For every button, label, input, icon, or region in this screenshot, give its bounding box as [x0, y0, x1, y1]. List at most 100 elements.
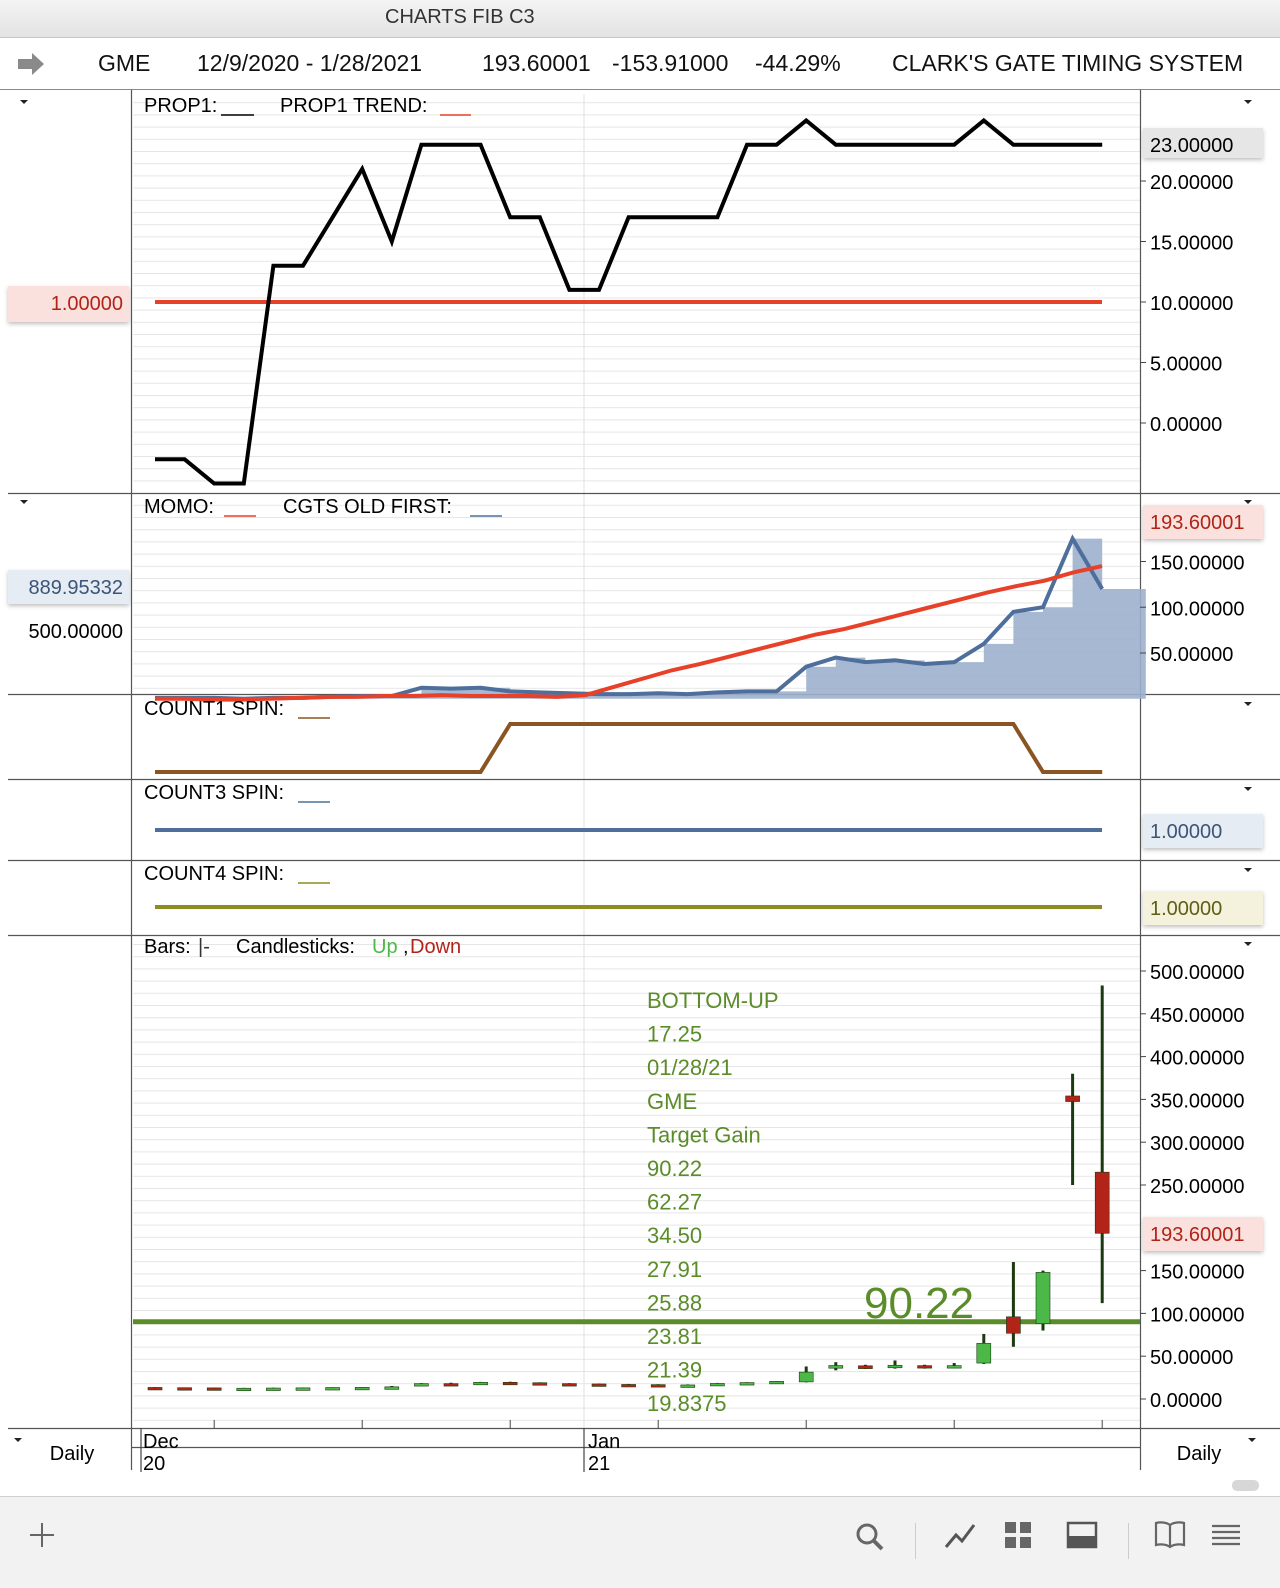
layout-icon[interactable]	[1064, 1517, 1100, 1553]
candle-body	[650, 1384, 666, 1388]
prop1-value-badge	[1143, 128, 1263, 158]
candle-body	[1006, 1316, 1021, 1334]
price-ytick-label: 0.00000	[1150, 1390, 1222, 1412]
xaxis-dec-year: 20	[143, 1453, 165, 1475]
target-annotation: 19.8375	[647, 1391, 727, 1416]
candle-body	[739, 1382, 755, 1386]
info-bar: GME 12/9/2020 - 1/28/2021 193.60001 -153…	[0, 38, 1280, 90]
count1-line	[155, 722, 1103, 774]
grid-icon[interactable]	[1000, 1517, 1036, 1553]
candle-body	[266, 1387, 281, 1391]
candle-body	[384, 1386, 400, 1390]
price-ytick-label: 50.00000	[1150, 1347, 1233, 1369]
target-annotation: 21.39	[647, 1358, 702, 1383]
candle-body	[710, 1383, 725, 1387]
candle-body	[1065, 1095, 1080, 1102]
target-annotation: 90.22	[647, 1156, 702, 1181]
cgts-left-badge	[8, 570, 129, 604]
period-right[interactable]: Daily	[1177, 1443, 1221, 1465]
price-ytick-label: 150.00000	[1150, 1262, 1245, 1284]
window-title-bar: CHARTS FIB C3	[0, 0, 1280, 38]
count3-legend: COUNT3 SPIN:	[144, 782, 284, 804]
prop1-value-label: 23.00000	[1150, 135, 1233, 157]
count4-legend: COUNT4 SPIN:	[144, 863, 284, 885]
menu-icon[interactable]	[1208, 1517, 1244, 1553]
prop1-legend: PROP1:	[144, 95, 217, 117]
candle-body	[858, 1365, 873, 1369]
momo-ytick-label: 100.00000	[1150, 598, 1245, 620]
target-annotation: 34.50	[647, 1223, 702, 1248]
price-change-pct: -44.29%	[755, 50, 841, 76]
candle-body	[147, 1387, 163, 1391]
date-range: 12/9/2020 - 1/28/2021	[197, 50, 423, 76]
search-icon[interactable]	[852, 1519, 888, 1555]
count1-legend: COUNT1 SPIN:	[144, 698, 284, 720]
momo-left-tick: 500.00000	[28, 621, 123, 643]
candle-body	[206, 1387, 222, 1391]
line-chart-icon[interactable]	[942, 1517, 978, 1553]
price-ytick-label: 400.00000	[1150, 1048, 1245, 1070]
count3-value-label: 1.00000	[1150, 821, 1222, 843]
panel-menu-icon[interactable]	[1244, 942, 1252, 946]
target-annotation: 62.27	[647, 1190, 702, 1215]
symbol: GME	[98, 50, 151, 76]
candle-body	[443, 1383, 459, 1387]
momo-line	[155, 564, 1103, 702]
candles-legend: Candlesticks:	[236, 936, 355, 958]
candle-body	[591, 1383, 607, 1387]
count4-value-label: 1.00000	[1150, 898, 1222, 920]
momo-value-label: 193.60001	[1150, 512, 1245, 534]
xaxis-jan-year: 21	[588, 1453, 610, 1475]
price-value-label: 193.60001	[1150, 1224, 1245, 1246]
target-annotation: Target Gain	[647, 1122, 761, 1147]
book-icon[interactable]	[1152, 1517, 1188, 1553]
momo-legend: MOMO:	[144, 496, 214, 518]
prop1-line	[155, 117, 1103, 486]
bars-legend: Bars:	[144, 936, 191, 958]
panel-menu-icon[interactable]	[1244, 868, 1252, 872]
price-value-badge	[1143, 1217, 1263, 1251]
target-gain-label: 90.22	[864, 1279, 974, 1328]
xaxis-jan-label: Jan	[588, 1431, 620, 1453]
candle-body	[414, 1383, 429, 1387]
candles-legend-comma: ,	[403, 936, 409, 958]
price-ytick-label: 100.00000	[1150, 1304, 1245, 1326]
panel-menu-icon[interactable]	[1244, 787, 1252, 791]
period-menu-icon[interactable]	[1248, 1438, 1256, 1442]
arrow-right-icon[interactable]	[16, 52, 46, 76]
prop1-trend-legend: PROP1 TREND:	[280, 95, 427, 117]
candle-body	[354, 1387, 370, 1391]
panel-menu-icon[interactable]	[1244, 702, 1252, 706]
prop1-trend-badge	[8, 286, 129, 322]
target-annotation: BOTTOM-UP	[647, 988, 779, 1013]
price-ytick-label: 350.00000	[1150, 1090, 1245, 1112]
price-ytick-label: 300.00000	[1150, 1133, 1245, 1155]
chart-area[interactable]: PROP1: PROP1 TREND: 20.00000 15.00000 10.0…	[0, 90, 1280, 1496]
candle-body	[325, 1387, 340, 1391]
momo-ytick-label: 50.00000	[1150, 644, 1233, 666]
candle-body	[473, 1382, 488, 1386]
candle-body	[236, 1387, 252, 1392]
panel-menu-icon[interactable]	[1244, 100, 1252, 104]
window-title: CHARTS FIB C3	[385, 6, 535, 28]
period-left[interactable]: Daily	[50, 1443, 94, 1465]
count4-value-badge	[1143, 891, 1263, 925]
candle-body	[976, 1343, 992, 1364]
target-annotation: 01/28/21	[647, 1055, 733, 1080]
target-annotation: 23.81	[647, 1324, 702, 1349]
candle-body	[177, 1387, 192, 1391]
add-icon[interactable]	[24, 1517, 60, 1553]
system-name: CLARK'S GATE TIMING SYSTEM	[892, 50, 1244, 76]
panel-menu-icon[interactable]	[20, 500, 28, 504]
price-ytick-label: 450.00000	[1150, 1005, 1245, 1027]
count3-value-badge	[1143, 814, 1263, 848]
panel-menu-icon[interactable]	[20, 100, 28, 104]
scroll-handle[interactable]	[1232, 1480, 1259, 1491]
target-annotation: 25.88	[647, 1290, 702, 1315]
period-menu-icon[interactable]	[14, 1438, 22, 1442]
candle-body	[532, 1382, 548, 1386]
candle-body	[621, 1384, 636, 1388]
panel-menu-icon[interactable]	[1244, 500, 1252, 504]
momo-ytick-label: 150.00000	[1150, 553, 1245, 575]
cgts-volume-area	[155, 538, 1146, 699]
